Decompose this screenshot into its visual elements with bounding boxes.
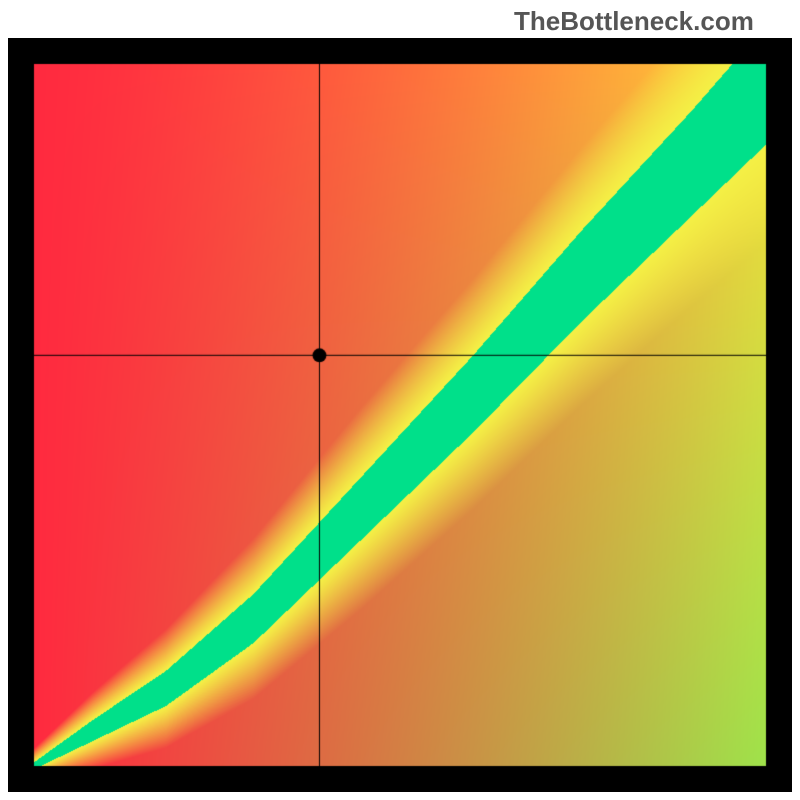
watermark-text: TheBottleneck.com [514,6,754,37]
bottleneck-heatmap [8,38,792,792]
